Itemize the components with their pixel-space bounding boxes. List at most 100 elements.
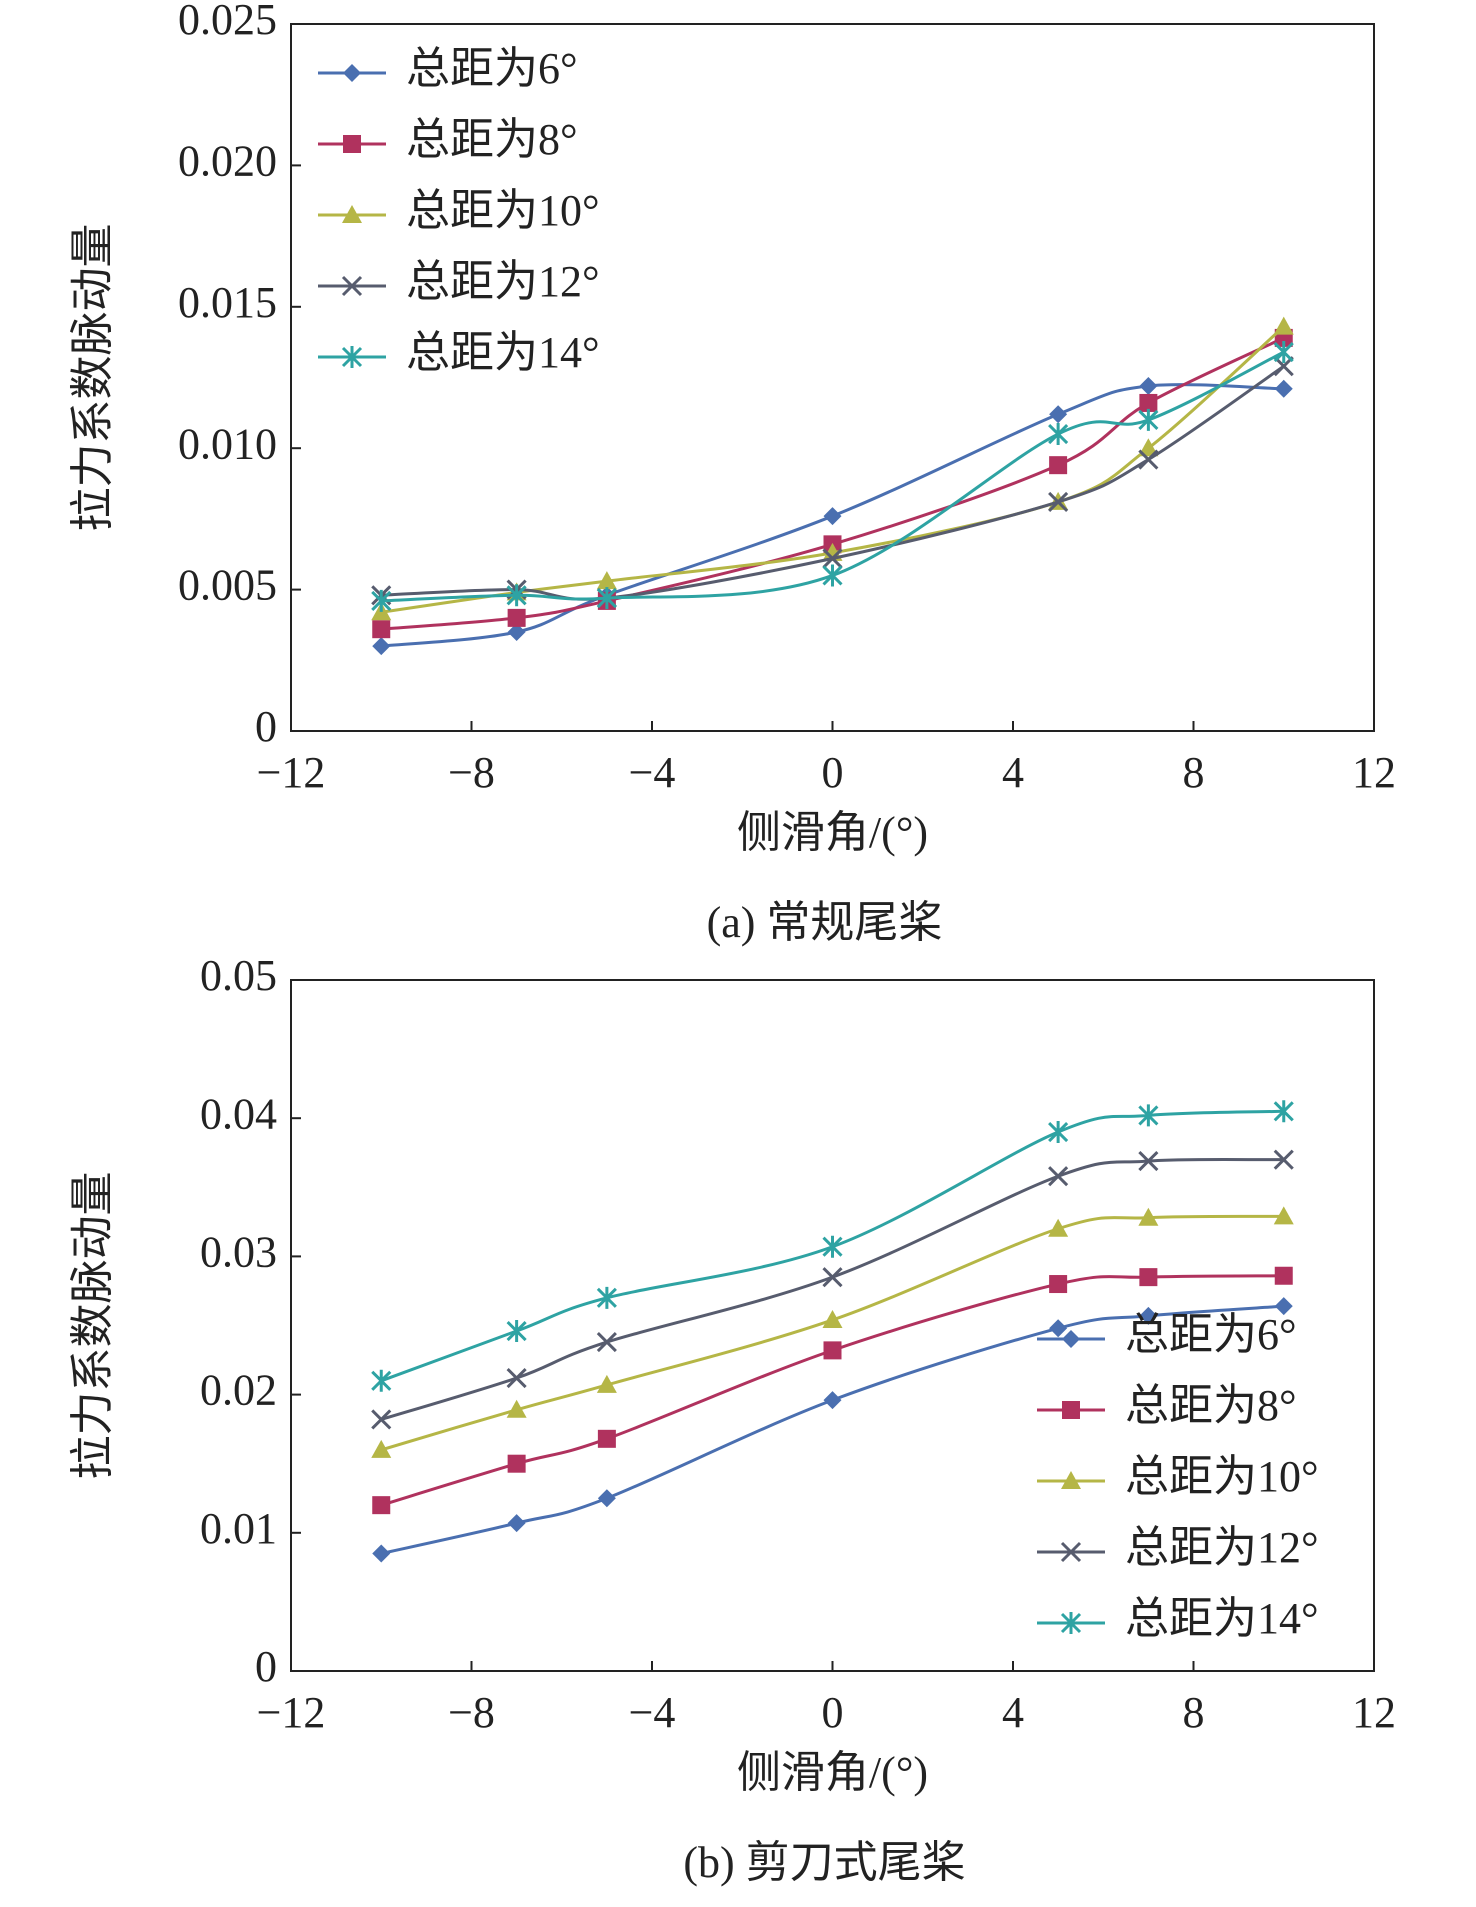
y-tick-label: 0.01: [200, 1504, 277, 1553]
marker: [1138, 1150, 1159, 1172]
marker: [506, 584, 527, 607]
x-tick-label: −8: [448, 1688, 495, 1737]
marker: [1273, 316, 1294, 335]
marker: [1273, 341, 1294, 364]
x-axis-label: 侧滑角/(°): [737, 808, 928, 857]
legend-label: 总距为10°: [1125, 1452, 1319, 1501]
y-tick-label: 0.03: [200, 1227, 277, 1276]
y-tick-label: 0.005: [178, 561, 277, 610]
legend-label: 总距为6°: [406, 44, 578, 93]
marker: [596, 571, 617, 590]
marker: [1138, 1207, 1159, 1226]
x-tick-label: −12: [257, 1688, 326, 1737]
marker: [596, 587, 617, 610]
marker: [1048, 423, 1069, 446]
x-tick-label: 12: [1352, 1688, 1396, 1737]
y-tick-label: 0.025: [178, 0, 277, 44]
marker: [1048, 491, 1069, 512]
marker: [372, 1544, 391, 1563]
legend-label: 总距为12°: [406, 257, 600, 306]
marker: [1138, 408, 1159, 431]
marker: [822, 1235, 843, 1258]
legend-label: 总距为8°: [1125, 1381, 1297, 1430]
marker: [507, 1454, 526, 1473]
marker: [1049, 456, 1068, 475]
marker: [1060, 1541, 1082, 1563]
x-tick-label: 12: [1352, 748, 1396, 797]
x-tick-label: 4: [1002, 1688, 1024, 1737]
marker: [597, 1429, 616, 1448]
x-tick-label: 4: [1002, 748, 1024, 797]
y-tick-label: 0.010: [178, 419, 277, 468]
marker: [507, 623, 526, 642]
caption: (a) 常规尾桨: [707, 898, 943, 947]
marker: [1138, 1104, 1159, 1127]
y-tick-label: 0: [255, 702, 277, 751]
marker: [1273, 1100, 1294, 1123]
marker: [1062, 1401, 1080, 1419]
x-tick-label: −4: [629, 748, 676, 797]
marker: [371, 1439, 392, 1458]
marker: [1049, 405, 1068, 424]
y-tick-label: 0: [255, 1642, 277, 1691]
marker: [1139, 376, 1158, 395]
marker: [372, 637, 391, 656]
marker: [1049, 1319, 1068, 1338]
legend-label: 总距为14°: [1125, 1594, 1319, 1643]
y-tick-label: 0.02: [200, 1366, 277, 1415]
y-tick-label: 0.020: [178, 136, 277, 185]
marker: [1274, 1266, 1293, 1285]
marker: [342, 205, 362, 223]
x-tick-label: 0: [822, 1688, 844, 1737]
marker: [343, 64, 361, 82]
marker: [1138, 449, 1159, 470]
marker: [823, 507, 842, 526]
marker: [822, 1309, 843, 1328]
marker: [1139, 1268, 1158, 1287]
marker: [341, 275, 363, 297]
x-tick-label: 8: [1183, 748, 1205, 797]
marker: [1138, 438, 1159, 457]
legend-label: 总距为10°: [406, 186, 600, 235]
marker: [1274, 379, 1293, 398]
caption: (b) 剪刀式尾桨: [683, 1838, 965, 1887]
marker: [596, 1374, 617, 1393]
marker: [1273, 356, 1294, 377]
marker: [506, 1399, 527, 1418]
marker: [823, 1391, 842, 1410]
marker: [1139, 393, 1158, 412]
marker: [343, 135, 361, 153]
marker: [1274, 1297, 1293, 1316]
marker: [1049, 1275, 1068, 1294]
marker: [371, 1409, 392, 1430]
y-axis-label: 拉力系数脉动量: [68, 224, 117, 532]
marker: [822, 1267, 843, 1288]
marker: [596, 1332, 617, 1353]
y-tick-label: 0.04: [200, 1089, 277, 1138]
marker: [341, 346, 363, 368]
marker: [1273, 1149, 1294, 1170]
marker: [822, 548, 843, 569]
y-axis-label: 拉力系数脉动量: [68, 1172, 117, 1480]
x-tick-label: 8: [1183, 1688, 1205, 1737]
legend-label: 总距为14°: [406, 328, 600, 377]
x-tick-label: −12: [257, 748, 326, 797]
x-axis-label: 侧滑角/(°): [737, 1748, 928, 1797]
y-tick-label: 0.05: [200, 951, 277, 1000]
marker: [507, 608, 526, 627]
marker: [506, 1320, 527, 1343]
marker: [371, 1369, 392, 1392]
marker: [1048, 1166, 1069, 1187]
y-tick-label: 0.015: [178, 278, 277, 327]
marker: [822, 564, 843, 587]
marker: [506, 1367, 527, 1389]
marker: [1061, 1471, 1081, 1489]
marker: [596, 1286, 617, 1309]
marker: [1139, 1306, 1158, 1325]
legend-label: 总距为12°: [1125, 1523, 1319, 1572]
marker: [1273, 1206, 1294, 1225]
x-tick-label: 0: [822, 748, 844, 797]
x-tick-label: −8: [448, 748, 495, 797]
marker: [371, 589, 392, 612]
